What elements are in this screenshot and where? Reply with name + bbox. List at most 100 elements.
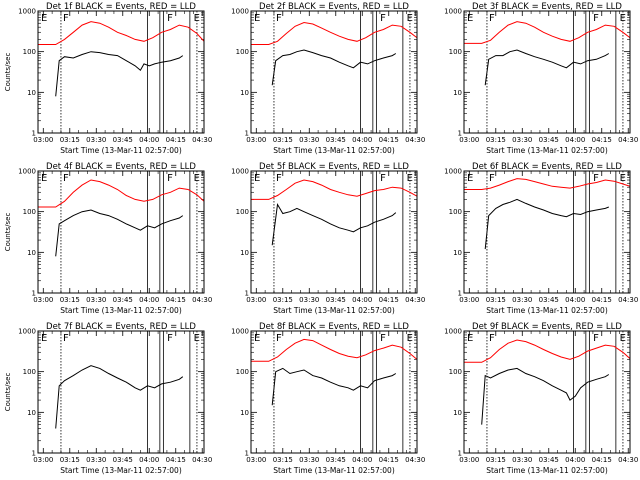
x-tick-label: 03:30 (512, 136, 532, 144)
region-label: F (276, 13, 282, 24)
region-label: E (41, 333, 47, 344)
panel-title: Det 1f BLACK = Events, RED = LLD (46, 2, 196, 12)
x-tick-label: 04:15 (379, 136, 399, 144)
y-tick-label: 1000 (444, 8, 462, 16)
series-line-events (481, 367, 610, 425)
y-tick-label: 100 (449, 48, 462, 56)
x-tick-label: 03:45 (326, 296, 346, 304)
series-line-events (55, 51, 184, 97)
region-label: E (254, 173, 260, 184)
series-line-events (271, 367, 397, 406)
panel-title: Det 3f BLACK = Events, RED = LLD (472, 2, 622, 12)
y-tick-label: 1 (458, 290, 462, 298)
detector-panel-7: Det 7f BLACK = Events, RED = LLD Counts/s… (4, 322, 212, 475)
x-tick-label: 04:15 (166, 296, 186, 304)
y-tick-label: 1 (458, 450, 462, 458)
y-tick-label: 1 (32, 290, 36, 298)
y-axis-label: Counts/sec (4, 213, 12, 252)
detector-panel-3: Det 3f BLACK = Events, RED = LLD Start Ti… (444, 2, 638, 155)
x-tick-label: 04:00 (139, 136, 159, 144)
y-tick-label: 100 (23, 48, 36, 56)
region-label: F (63, 13, 69, 24)
x-tick-label: 03:00 (246, 296, 266, 304)
y-tick-label: 10 (240, 409, 249, 417)
x-tick-label: 04:15 (592, 296, 612, 304)
panel-title: Det 6f BLACK = Events, RED = LLD (472, 162, 622, 172)
y-axis-label: Counts/sec (4, 53, 12, 92)
y-tick-label: 1 (245, 290, 249, 298)
x-tick-label: 03:00 (33, 296, 53, 304)
region-label: E (620, 333, 626, 344)
x-tick-label: 04:30 (192, 136, 212, 144)
x-tick-label: 04:00 (565, 136, 585, 144)
region-label: F (489, 173, 495, 184)
series-line-events (55, 209, 184, 257)
series-line-events (55, 365, 184, 429)
y-tick-label: 10 (453, 249, 462, 257)
y-tick-label: 1 (458, 130, 462, 138)
x-axis-label: Start Time (13-Mar-11 02:57:00) (273, 306, 395, 315)
x-tick-label: 04:15 (166, 456, 186, 464)
region-label: F (276, 333, 282, 344)
detector-panel-1: Det 1f BLACK = Events, RED = LLD Counts/s… (4, 2, 212, 155)
region-label: E (407, 333, 413, 344)
x-tick-label: 03:45 (326, 136, 346, 144)
x-tick-label: 03:15 (273, 456, 293, 464)
y-tick-label: 1000 (231, 8, 249, 16)
region-label: E (41, 173, 47, 184)
series-line-events (484, 49, 610, 86)
x-axis-label: Start Time (13-Mar-11 02:57:00) (273, 146, 395, 155)
plot-frame (463, 330, 631, 454)
region-label: F (167, 13, 173, 24)
series-line-lld (251, 21, 417, 45)
x-tick-label: 03:45 (326, 456, 346, 464)
x-tick-label: 03:30 (299, 456, 319, 464)
x-tick-label: 04:00 (352, 136, 372, 144)
y-tick-label: 1000 (18, 168, 36, 176)
y-tick-label: 100 (449, 368, 462, 376)
y-tick-label: 1000 (18, 328, 36, 336)
y-tick-label: 1000 (231, 168, 249, 176)
x-tick-label: 03:30 (299, 136, 319, 144)
y-tick-label: 10 (27, 249, 36, 257)
x-tick-label: 03:00 (459, 456, 479, 464)
x-tick-label: 03:15 (60, 456, 80, 464)
panel-title: Det 4f BLACK = Events, RED = LLD (46, 162, 196, 172)
series-line-lld (464, 339, 630, 363)
x-axis-label: Start Time (13-Mar-11 02:57:00) (60, 306, 182, 315)
region-label: F (167, 333, 173, 344)
x-axis-label: Start Time (13-Mar-11 02:57:00) (486, 146, 608, 155)
detector-panel-4: Det 4f BLACK = Events, RED = LLD Counts/s… (4, 162, 212, 315)
plot-frame (463, 170, 631, 294)
x-tick-label: 04:30 (405, 456, 425, 464)
region-label: F (380, 13, 386, 24)
x-tick-label: 04:30 (405, 296, 425, 304)
x-tick-label: 04:30 (618, 456, 638, 464)
x-tick-label: 03:00 (459, 136, 479, 144)
y-tick-label: 100 (23, 208, 36, 216)
plot-frame (37, 10, 205, 134)
x-tick-label: 03:30 (86, 296, 106, 304)
region-label: F (489, 333, 495, 344)
panel-title: Det 5f BLACK = Events, RED = LLD (259, 162, 409, 172)
region-label: E (407, 173, 413, 184)
x-tick-label: 03:00 (459, 296, 479, 304)
x-tick-label: 04:15 (379, 296, 399, 304)
x-tick-label: 04:00 (565, 456, 585, 464)
region-label: E (467, 13, 473, 24)
x-tick-label: 03:00 (33, 136, 53, 144)
x-tick-label: 03:00 (246, 136, 266, 144)
y-tick-label: 100 (236, 48, 249, 56)
series-line-lld (38, 21, 204, 45)
x-tick-label: 04:15 (166, 136, 186, 144)
x-tick-label: 04:30 (618, 136, 638, 144)
y-tick-label: 10 (453, 409, 462, 417)
x-tick-label: 03:45 (539, 456, 559, 464)
x-tick-label: 03:15 (60, 296, 80, 304)
region-label: E (467, 333, 473, 344)
x-tick-label: 03:30 (86, 456, 106, 464)
x-tick-label: 03:30 (299, 296, 319, 304)
region-label: F (63, 333, 69, 344)
x-tick-label: 03:30 (512, 456, 532, 464)
